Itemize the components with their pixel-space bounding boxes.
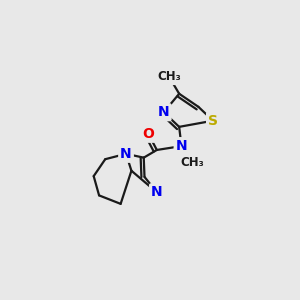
Text: CH₃: CH₃: [157, 70, 181, 83]
Text: N: N: [151, 185, 163, 199]
Text: N: N: [158, 105, 170, 119]
Text: N: N: [176, 139, 187, 153]
Text: O: O: [142, 127, 154, 141]
Text: N: N: [120, 147, 132, 161]
Text: CH₃: CH₃: [180, 156, 204, 169]
Text: S: S: [208, 114, 218, 128]
